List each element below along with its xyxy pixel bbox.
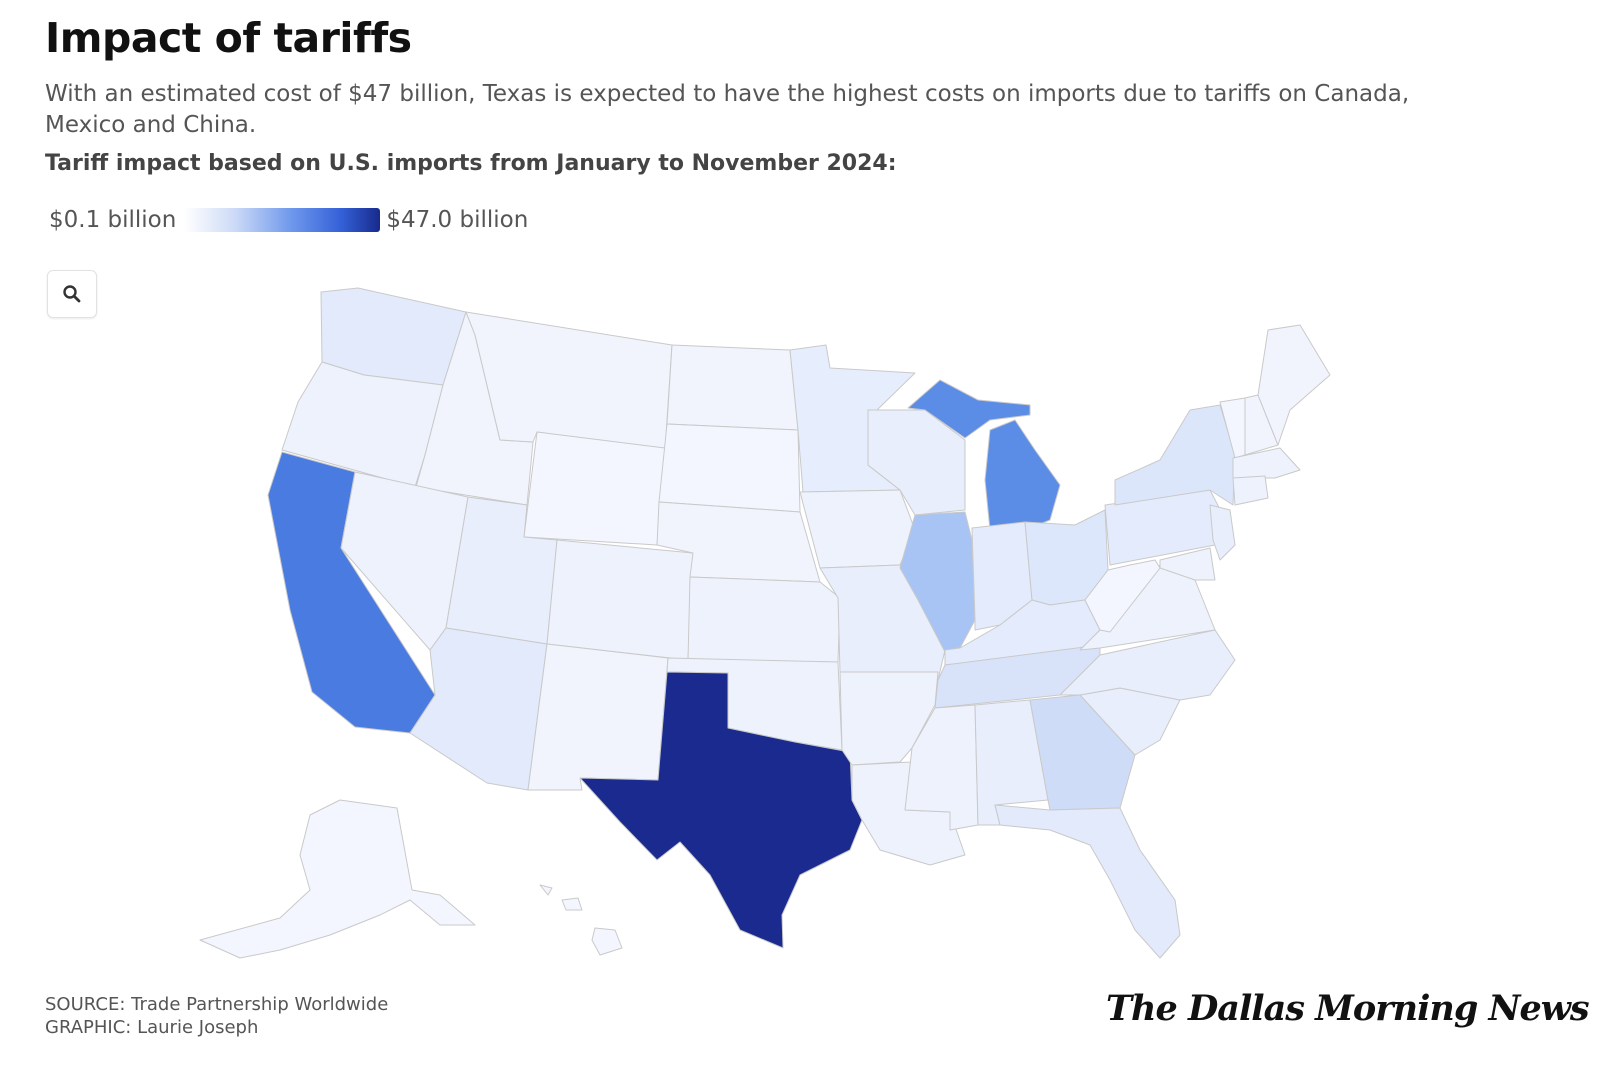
state-alaska[interactable] (199, 799, 476, 959)
state-arkansas[interactable] (839, 671, 939, 766)
state-new-mexico[interactable] (527, 643, 669, 791)
state-connecticut[interactable] (1232, 475, 1269, 506)
legend-color-ramp (184, 208, 381, 232)
state-colorado[interactable] (546, 539, 694, 661)
color-legend: $0.1 billion $47.0 billion (49, 205, 528, 235)
state-wyoming[interactable] (523, 431, 666, 546)
search-icon (63, 285, 81, 303)
page-title: Impact of tariffs (45, 14, 412, 62)
state-kansas[interactable] (687, 576, 841, 663)
state-florida[interactable] (994, 804, 1181, 959)
state-south-dakota[interactable] (658, 423, 801, 513)
state-hawaii[interactable] (539, 884, 623, 956)
state-michigan[interactable] (907, 379, 1061, 531)
state-texas[interactable] (579, 671, 863, 949)
source-credit: SOURCE: Trade Partnership Worldwide (45, 994, 389, 1015)
zoom-button[interactable] (47, 270, 97, 318)
state-iowa[interactable] (799, 489, 916, 569)
legend-max-label: $47.0 billion (386, 207, 529, 233)
state-arizona[interactable] (409, 627, 548, 791)
state-maine[interactable] (1257, 324, 1331, 446)
state-maryland[interactable] (1159, 547, 1216, 581)
graphic-credit: GRAPHIC: Laurie Joseph (45, 1017, 259, 1038)
credits: SOURCE: Trade Partnership Worldwide GRAP… (45, 993, 388, 1039)
legend-min-label: $0.1 billion (49, 207, 177, 233)
state-north-dakota[interactable] (666, 344, 799, 431)
subtitle: With an estimated cost of $47 billion, T… (45, 81, 1410, 138)
state-massachusetts[interactable] (1232, 447, 1301, 479)
state-new-york[interactable] (1114, 404, 1236, 506)
state-north-carolina[interactable] (1059, 629, 1236, 701)
publication-logo: The Dallas Morning News (1106, 988, 1590, 1029)
chart-lead: Tariff impact based on U.S. imports from… (45, 151, 897, 176)
state-new-jersey[interactable] (1209, 504, 1236, 561)
